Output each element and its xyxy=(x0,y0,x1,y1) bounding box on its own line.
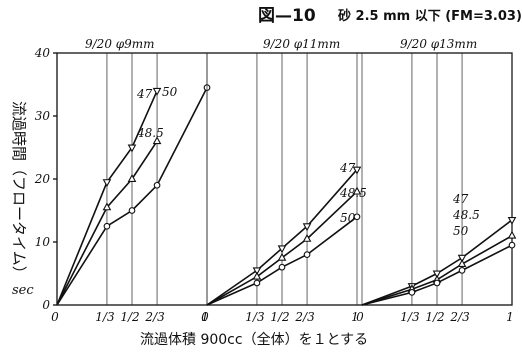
data-point xyxy=(128,207,136,214)
data-point xyxy=(352,166,362,175)
x-tick-label: 1/3 xyxy=(245,310,265,324)
x-tick-label: 1/3 xyxy=(95,310,115,324)
series-label-47: 47 xyxy=(339,161,356,175)
series-label-50: 50 xyxy=(453,224,469,238)
x-tick-label: 1/2 xyxy=(270,310,289,324)
data-point xyxy=(507,217,517,225)
data-point xyxy=(153,181,161,189)
data-point xyxy=(253,279,261,287)
series-label-48.5: 48.5 xyxy=(339,186,367,200)
figure-title: 図—10 xyxy=(258,6,316,26)
data-point xyxy=(277,252,287,261)
data-point xyxy=(458,267,466,274)
figure-subtitle: 砂 2.5 mm 以下 (FM=3.03) xyxy=(337,8,522,24)
x-tick-label: 0 xyxy=(51,310,59,324)
data-point xyxy=(432,270,442,279)
data-point xyxy=(103,222,111,230)
x-tick-label: 2/3 xyxy=(294,310,315,324)
series-line-47 xyxy=(56,90,158,306)
data-point xyxy=(152,87,162,96)
series-label-47: 47 xyxy=(136,87,153,101)
data-point xyxy=(408,289,416,296)
y-tick-label: 10 xyxy=(35,235,51,249)
data-point xyxy=(278,263,286,271)
data-point xyxy=(252,271,262,280)
data-point xyxy=(302,233,312,242)
series-label-50: 50 xyxy=(340,211,356,225)
data-point xyxy=(508,241,516,249)
data-point xyxy=(277,245,287,254)
x-tick-label: 1 xyxy=(506,310,514,324)
data-point xyxy=(252,267,262,276)
series-label-50: 50 xyxy=(162,85,178,99)
data-point xyxy=(457,254,467,263)
data-point xyxy=(353,213,361,221)
x-tick-label: 0 xyxy=(356,310,364,324)
y-axis-label: 流過時間（フロータイム） xyxy=(10,101,28,281)
data-point xyxy=(352,186,362,195)
data-point xyxy=(303,251,311,258)
data-point xyxy=(507,230,517,239)
panel-label: 9/20 φ11mm xyxy=(263,37,340,51)
data-point xyxy=(127,174,137,182)
series-label-48.5: 48.5 xyxy=(136,126,164,140)
data-point xyxy=(102,202,112,211)
x-tick-label: 1 xyxy=(351,310,359,324)
x-tick-label: 1 xyxy=(201,310,209,324)
x-tick-label: 2/3 xyxy=(144,310,165,324)
x-tick-label: 1/2 xyxy=(120,310,139,324)
data-point xyxy=(127,144,137,153)
x-tick-label: 2/3 xyxy=(449,310,470,324)
data-point xyxy=(433,279,441,287)
y-tick-label: 20 xyxy=(34,172,51,186)
panel-label: 9/20 φ13mm xyxy=(400,37,477,51)
y-axis-unit: sec xyxy=(12,283,34,298)
data-point xyxy=(102,179,112,188)
series-line-48.5 xyxy=(56,140,158,306)
series-label-48.5: 48.5 xyxy=(452,208,480,222)
x-tick-label: 0 xyxy=(201,310,209,324)
y-tick-label: 40 xyxy=(34,46,51,60)
x-axis-label: 流過体積 900cc（全体）を１とする xyxy=(140,331,368,348)
data-point xyxy=(152,136,162,145)
x-tick-label: 1/3 xyxy=(400,310,420,324)
data-point xyxy=(302,223,312,232)
series-label-47: 47 xyxy=(452,192,469,206)
panel-label: 9/20 φ9mm xyxy=(85,37,155,51)
x-tick-label: 1/2 xyxy=(425,310,444,324)
y-tick-label: 0 xyxy=(42,298,50,312)
data-point xyxy=(457,259,467,268)
y-tick-label: 30 xyxy=(35,109,51,123)
